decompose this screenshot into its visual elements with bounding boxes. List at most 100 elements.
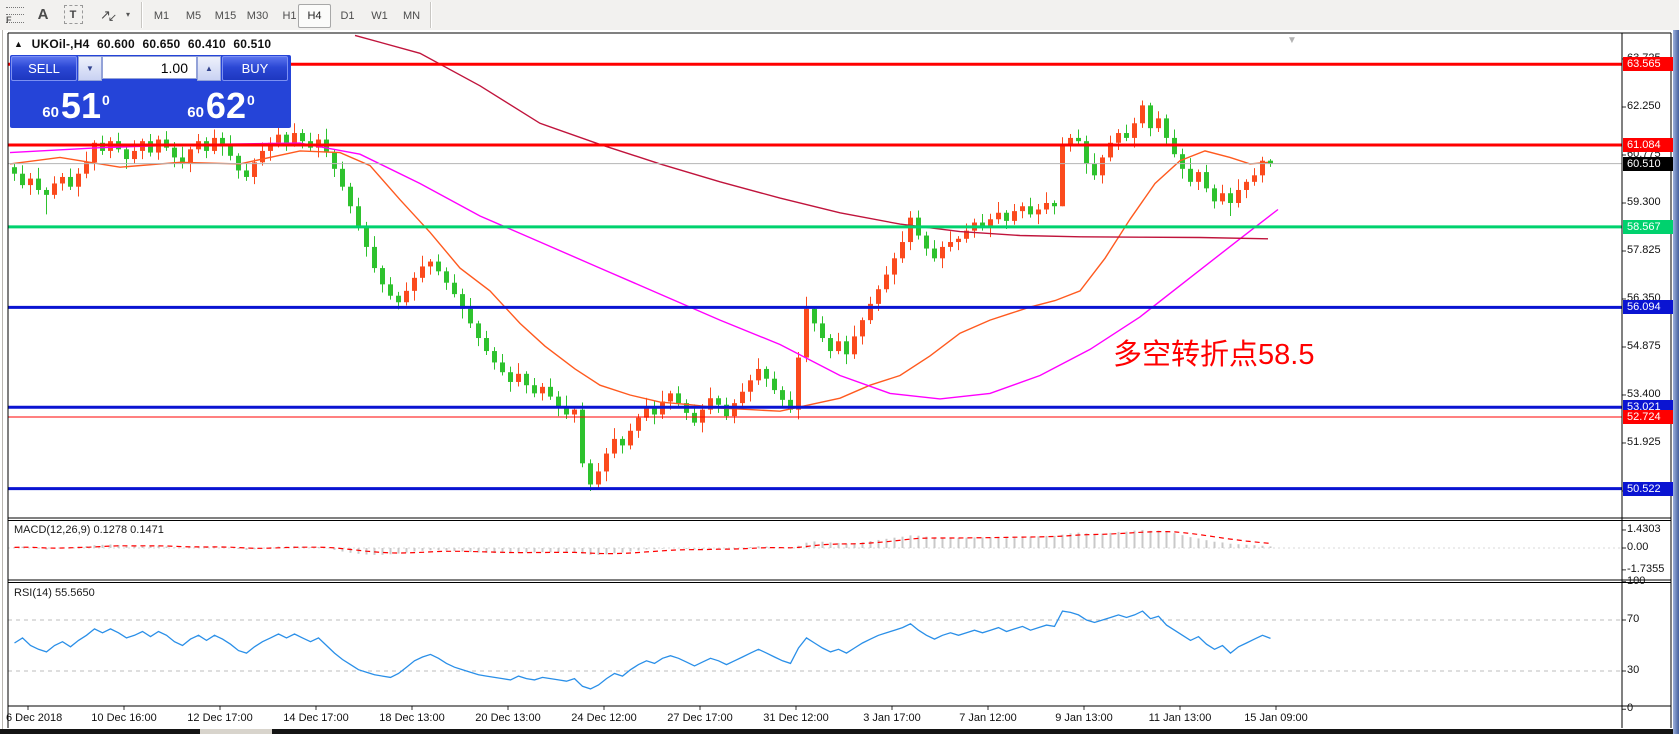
candle-body	[676, 393, 681, 404]
candle-body	[252, 162, 257, 177]
candle-body	[996, 212, 1001, 220]
candle-body	[1076, 137, 1081, 142]
time-axis-label: 12 Dec 17:00	[187, 712, 253, 724]
horizontal-scrollbar[interactable]	[0, 729, 1679, 734]
candle-body	[1268, 160, 1273, 164]
candle-body	[524, 373, 529, 386]
buy-price-display[interactable]: 60 62 0	[156, 82, 286, 126]
candle-body	[724, 404, 729, 417]
time-axis-label: 6 Dec 2018	[6, 712, 63, 724]
candle-body	[868, 303, 873, 321]
candle-body	[388, 284, 393, 296]
price-axis-tick: 53.400	[1627, 387, 1661, 400]
candle-body	[92, 142, 97, 163]
volume-increase-button[interactable]: ▲	[197, 56, 221, 81]
candle-body	[924, 235, 929, 249]
time-axis-label: 24 Dec 12:00	[571, 712, 637, 724]
price-axis-tick: 59.300	[1627, 195, 1661, 208]
candle-body	[700, 409, 705, 423]
candle-body	[1028, 206, 1033, 215]
candle-body	[268, 142, 273, 151]
ma-fast	[9, 150, 1269, 412]
candle-body	[1252, 175, 1257, 182]
candle-body	[1036, 209, 1041, 215]
price-axis-tick: 54.875	[1627, 339, 1661, 352]
candle-body	[652, 406, 657, 415]
sell-button[interactable]: SELL	[11, 56, 77, 81]
candle-body	[1108, 142, 1113, 158]
tf-button-mn[interactable]: MN	[402, 10, 421, 22]
candle-body	[1140, 105, 1145, 124]
tf-button-h4[interactable]: H4	[298, 4, 331, 28]
candle-body	[844, 341, 849, 355]
candle-body	[820, 323, 825, 339]
candle-body	[20, 173, 25, 186]
candle-body	[228, 146, 233, 156]
candle-body	[452, 282, 457, 295]
candle-body	[908, 217, 913, 243]
chevron-down-icon[interactable]: ▾	[126, 10, 131, 19]
candle-body	[332, 152, 337, 169]
tf-button-d1[interactable]: D1	[340, 10, 355, 22]
candle-body	[12, 167, 17, 174]
time-axis-label: 11 Jan 13:00	[1148, 712, 1212, 724]
candle-body	[1124, 133, 1129, 138]
candle-body	[580, 409, 585, 464]
macd-axis-tick: 0.00	[1627, 541, 1649, 553]
tf-button-m15[interactable]: M15	[214, 10, 237, 22]
candle-body	[836, 341, 841, 352]
text-a-icon[interactable]: A	[37, 6, 49, 23]
candle-body	[900, 242, 905, 259]
candle-body	[1188, 168, 1193, 182]
candle-body	[1212, 188, 1217, 202]
macd-indicator-label: MACD(12,26,9) 0.1278 0.1471	[14, 524, 164, 536]
chart-annotation-text[interactable]: 多空转折点58.5	[1113, 339, 1315, 371]
candle-body	[60, 176, 65, 184]
toolbar: F A T ↗ ↙ ▾ M1 M5 M15 M30 H1 H4 D1 W1 MN	[0, 0, 1679, 31]
sell-price-display[interactable]: 60 51 0	[11, 82, 141, 126]
volume-decrease-button[interactable]: ▼	[78, 56, 102, 81]
price-axis-tick: 62.250	[1627, 100, 1661, 112]
volume-input[interactable]: 1.00	[102, 56, 197, 79]
candle-body	[172, 147, 177, 158]
candle-body	[476, 323, 481, 339]
fibonacci-icon[interactable]: F	[2, 4, 28, 25]
text-box-icon[interactable]: T	[60, 4, 86, 25]
time-axis-label: 20 Dec 13:00	[475, 712, 541, 724]
arrows-icon[interactable]: ↗ ↙	[99, 6, 117, 25]
candle-body	[356, 206, 361, 228]
candle-body	[420, 266, 425, 278]
candle-body	[572, 409, 577, 415]
candle-body	[932, 248, 937, 259]
symbol-header: ▲ UKOil-,H4 60.600 60.650 60.410 60.510	[14, 37, 275, 51]
candle-body	[980, 222, 985, 228]
candle-body	[804, 308, 809, 358]
ohlc-close: 60.510	[233, 37, 272, 51]
tf-button-m30[interactable]: M30	[246, 10, 269, 22]
candle-body	[396, 295, 401, 303]
candle-body	[468, 308, 473, 324]
tf-button-m1[interactable]: M1	[153, 10, 170, 22]
time-axis-label: 18 Dec 13:00	[379, 712, 445, 724]
candle-body	[124, 149, 129, 160]
window-frame	[2, 30, 3, 734]
candle-body	[892, 258, 897, 275]
tf-button-h1[interactable]: H1	[282, 10, 297, 22]
candle-body	[772, 378, 777, 391]
tf-button-m5[interactable]: M5	[185, 10, 202, 22]
price-axis-tick: 57.825	[1627, 243, 1661, 256]
rsi-axis-tick: 0	[1627, 702, 1634, 715]
candle-body	[604, 453, 609, 472]
rsi-axis-tick: 30	[1627, 664, 1640, 676]
buy-price-big: 62	[205, 85, 246, 126]
candle-body	[1084, 141, 1089, 164]
candle-body	[244, 170, 249, 177]
ma-slow	[354, 34, 1269, 240]
tf-button-w1[interactable]: W1	[371, 10, 388, 22]
buy-button[interactable]: BUY	[222, 56, 288, 81]
scrollbar-thumb[interactable]	[200, 729, 272, 734]
candle-body	[292, 133, 297, 143]
candle-body	[636, 417, 641, 431]
candle-body	[1228, 193, 1233, 203]
candle-body	[748, 380, 753, 392]
